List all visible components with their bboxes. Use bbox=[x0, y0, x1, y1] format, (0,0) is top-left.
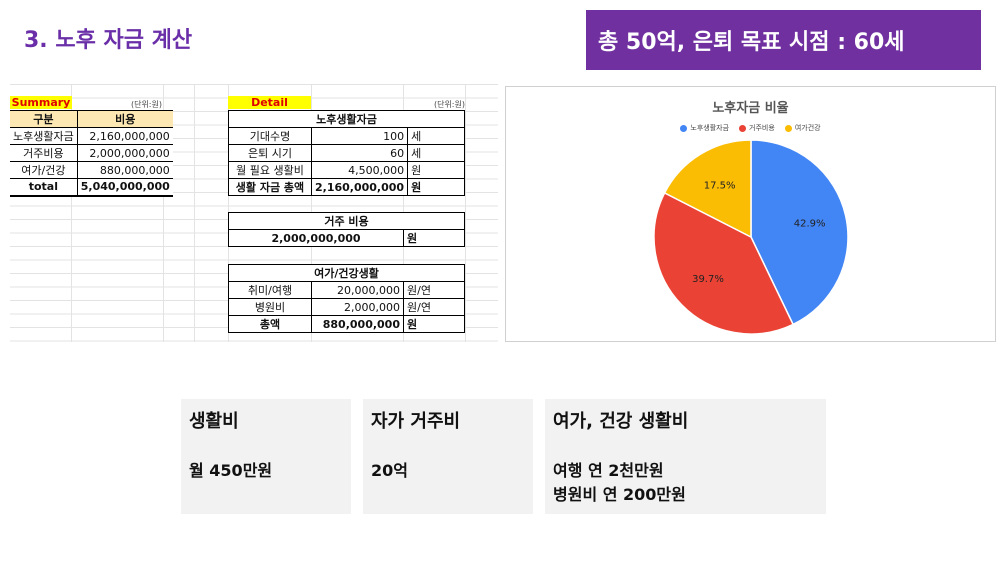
housing-cost-table: 거주 비용 2,000,000,000 원 bbox=[228, 212, 465, 247]
card-body: 여행 연 2천만원 병원비 연 200만원 bbox=[553, 459, 818, 507]
table-row: 기대수명 100 세 bbox=[228, 127, 465, 145]
table-row: total 5,040,000,000 bbox=[10, 178, 173, 197]
card-title: 여가, 건강 생활비 bbox=[553, 411, 689, 432]
pie-slice bbox=[663, 139, 752, 239]
pie-slice bbox=[750, 139, 849, 326]
legend-label: 노후생활자금 bbox=[690, 124, 730, 132]
pie-chart-svg: 42.9% 39.7% 17.5% bbox=[653, 139, 849, 335]
summary-label: Summary bbox=[10, 96, 72, 109]
detail-row-unit: 세 bbox=[407, 127, 465, 145]
detail-row-name: 은퇴 시기 bbox=[228, 144, 312, 162]
card-body: 20억 bbox=[371, 459, 525, 483]
summary-row-value: 2,000,000,000 bbox=[77, 144, 173, 162]
detail-row-value: 100 bbox=[310, 127, 409, 145]
legend-item: 노후생활자금 bbox=[680, 123, 729, 133]
housing-cost-unit: 원 bbox=[403, 229, 465, 247]
detail-row-value: 2,160,000,000 bbox=[310, 178, 409, 196]
living-cost-card: 생활비 월 450만원 bbox=[181, 399, 351, 514]
card-body: 월 450만원 bbox=[189, 459, 343, 483]
slice-label: 17.5% bbox=[704, 181, 736, 192]
chart-title: 노후자금 비율 bbox=[712, 101, 789, 116]
detail-row-unit: 원 bbox=[407, 178, 465, 196]
detail-row-name: 생활 자금 총액 bbox=[228, 178, 312, 196]
detail-row-name: 총액 bbox=[228, 315, 312, 333]
summary-row-value: 880,000,000 bbox=[77, 161, 173, 179]
card-title: 자가 거주비 bbox=[371, 411, 461, 432]
housing-cost-value: 2,000,000,000 bbox=[228, 229, 404, 247]
legend-label: 거주비용 bbox=[749, 124, 775, 132]
summary-row-value: 2,160,000,000 bbox=[77, 127, 173, 145]
table-row: 병원비 2,000,000 원/연 bbox=[228, 298, 465, 316]
housing-cost-card: 자가 거주비 20억 bbox=[363, 399, 533, 514]
card-line: 월 450만원 bbox=[189, 461, 273, 480]
card-line: 여행 연 2천만원 bbox=[553, 461, 664, 480]
detail-row-name: 병원비 bbox=[228, 298, 312, 316]
legend-item: 거주비용 bbox=[739, 123, 775, 133]
spreadsheet-image: Summary (단위:원) 구분 비용 노후생활자금 2,160,000,00… bbox=[10, 84, 498, 342]
summary-header-category: 구분 bbox=[10, 110, 78, 128]
detail-row-unit: 세 bbox=[407, 144, 465, 162]
detail-row-unit: 원 bbox=[407, 161, 465, 179]
summary-unit: (단위:원) bbox=[130, 100, 162, 109]
legend-item: 여가건강 bbox=[784, 123, 821, 133]
detail-row-unit: 원/연 bbox=[403, 281, 465, 299]
table-row: 2,000,000,000 원 bbox=[228, 229, 465, 247]
table-row: 노후생활자금 2,160,000,000 bbox=[10, 127, 173, 145]
detail-row-name: 취미/여행 bbox=[228, 281, 312, 299]
detail-row-unit: 원/연 bbox=[403, 298, 465, 316]
pie-slice bbox=[653, 191, 795, 335]
table-row: 취미/여행 20,000,000 원/연 bbox=[228, 281, 465, 299]
legend-dot bbox=[739, 124, 747, 132]
leisure-health-title: 여가/건강생활 bbox=[228, 264, 465, 282]
living-cost-title: 노후생활자금 bbox=[228, 110, 465, 128]
summary-row-name: 거주비용 bbox=[10, 144, 78, 162]
slide-title: 3. 노후 자금 계산 bbox=[24, 28, 193, 53]
legend-label: 여가건강 bbox=[794, 124, 821, 132]
detail-row-value: 60 bbox=[310, 144, 409, 162]
detail-row-value: 2,000,000 bbox=[311, 298, 404, 316]
legend-dot bbox=[680, 124, 688, 132]
legend-dot bbox=[784, 124, 792, 132]
detail-row-name: 기대수명 bbox=[228, 127, 312, 145]
table-row: 거주비용 2,000,000,000 bbox=[10, 144, 173, 162]
leisure-health-card: 여가, 건강 생활비 여행 연 2천만원 병원비 연 200만원 bbox=[545, 399, 826, 514]
card-line: 20억 bbox=[371, 461, 408, 480]
summary-row-name: 여가/건강 bbox=[10, 161, 78, 179]
pie-chart: 노후자금 비율 노후생활자금 거주비용 여가건강 42.9% 39.7% 17.5% bbox=[505, 86, 996, 342]
slice-label: 42.9% bbox=[794, 219, 826, 230]
slice-label: 39.7% bbox=[692, 274, 724, 285]
housing-cost-title: 거주 비용 bbox=[228, 212, 465, 230]
card-line: 병원비 연 200만원 bbox=[553, 485, 686, 504]
living-cost-table: 노후생활자금 기대수명 100 세 은퇴 시기 60 세 월 필요 생활비 4,… bbox=[228, 110, 465, 196]
table-row: 은퇴 시기 60 세 bbox=[228, 144, 465, 162]
detail-row-value: 20,000,000 bbox=[311, 281, 404, 299]
table-row: 월 필요 생활비 4,500,000 원 bbox=[228, 161, 465, 179]
detail-row-value: 4,500,000 bbox=[310, 161, 409, 179]
goal-banner: 총 50억, 은퇴 목표 시점 : 60세 bbox=[586, 10, 981, 70]
detail-row-value: 880,000,000 bbox=[311, 315, 404, 333]
leisure-health-table: 여가/건강생활 취미/여행 20,000,000 원/연 병원비 2,000,0… bbox=[228, 264, 465, 333]
table-row: 총액 880,000,000 원 bbox=[228, 315, 465, 333]
detail-row-unit: 원 bbox=[403, 315, 465, 333]
detail-unit: (단위:원) bbox=[433, 100, 465, 109]
card-title: 생활비 bbox=[189, 411, 239, 432]
summary-total-name: total bbox=[10, 178, 78, 197]
summary-total-value: 5,040,000,000 bbox=[77, 178, 173, 197]
detail-row-name: 월 필요 생활비 bbox=[228, 161, 312, 179]
summary-table: 구분 비용 노후생활자금 2,160,000,000 거주비용 2,000,00… bbox=[10, 110, 173, 197]
summary-row-name: 노후생활자금 bbox=[10, 127, 78, 145]
chart-legend: 노후생활자금 거주비용 여가건강 bbox=[506, 123, 995, 133]
table-row: 여가/건강 880,000,000 bbox=[10, 161, 173, 179]
detail-label: Detail bbox=[228, 96, 311, 109]
summary-header-cost: 비용 bbox=[77, 110, 173, 128]
table-row: 생활 자금 총액 2,160,000,000 원 bbox=[228, 178, 465, 196]
